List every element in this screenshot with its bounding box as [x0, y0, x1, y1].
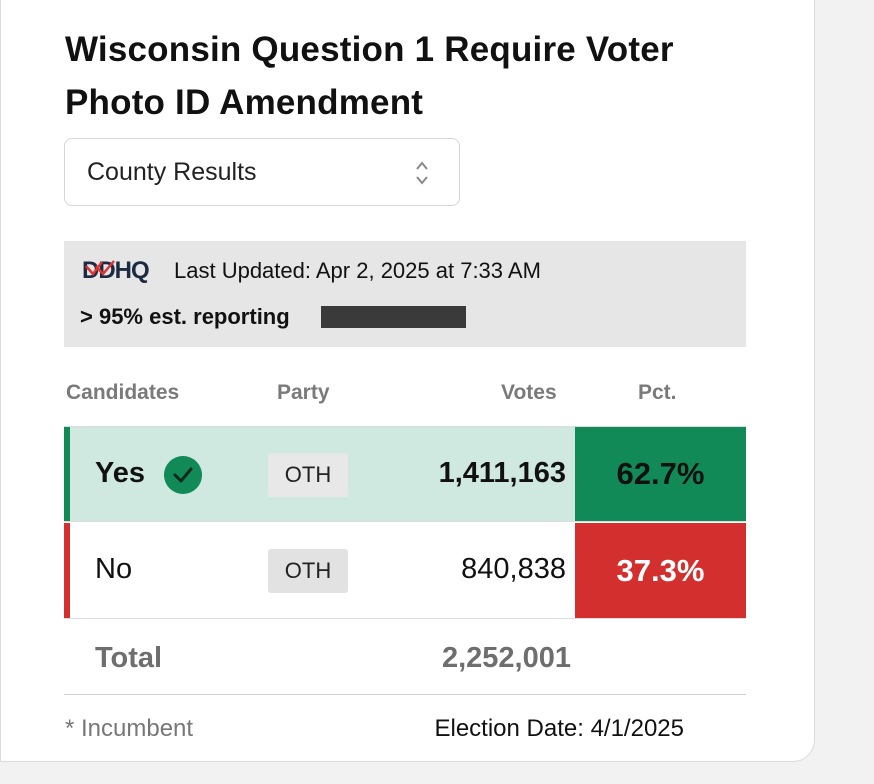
header-votes: Votes	[501, 381, 557, 404]
election-date: Election Date: 4/1/2025	[434, 715, 684, 742]
table-row-yes: Yes OTH 1,411,163 62.7%	[64, 426, 746, 522]
total-row: Total 2,252,001	[64, 621, 746, 695]
table-header: Candidates Party Votes Pct.	[64, 381, 746, 411]
reporting-progress-fill	[321, 306, 467, 328]
ddhq-logo-text: DDHQ	[82, 257, 150, 284]
results-view-select[interactable]: County Results	[64, 138, 460, 206]
reporting-text: > 95% est. reporting	[80, 304, 290, 329]
vote-count: 1,411,163	[438, 457, 566, 489]
winner-check-icon	[164, 456, 202, 494]
candidate-name: Yes	[95, 457, 145, 489]
last-updated-text: Last Updated: Apr 2, 2025 at 7:33 AM	[174, 258, 541, 283]
vote-count: 840,838	[461, 553, 566, 585]
vote-percentage: 62.7%	[575, 427, 746, 521]
table-row-no: No OTH 840,838 37.3%	[64, 523, 746, 619]
check-swoosh-icon	[85, 260, 115, 276]
header-party: Party	[277, 381, 330, 404]
vote-percentage: 37.3%	[575, 523, 746, 618]
incumbent-note: * Incumbent	[65, 715, 194, 742]
up-down-chevron-icon	[416, 161, 428, 185]
ddhq-logo: DDHQ	[82, 257, 150, 284]
party-badge: OTH	[268, 453, 348, 497]
page-title: Wisconsin Question 1 Require Voter Photo…	[65, 30, 674, 122]
total-label: Total	[95, 642, 163, 674]
reporting-progress-bar	[321, 306, 474, 328]
update-info-bar: DDHQ Last Updated: Apr 2, 2025 at 7:33 A…	[64, 241, 746, 347]
party-badge: OTH	[268, 549, 348, 593]
row-color-stripe	[64, 427, 70, 521]
candidate-name: No	[95, 553, 133, 585]
row-color-stripe	[64, 523, 70, 618]
results-view-select-value: County Results	[87, 157, 257, 186]
header-pct: Pct.	[638, 381, 677, 404]
header-candidates: Candidates	[66, 381, 180, 404]
total-votes: 2,252,001	[441, 642, 571, 674]
results-card: Wisconsin Question 1 Require Voter Photo…	[0, 0, 815, 762]
